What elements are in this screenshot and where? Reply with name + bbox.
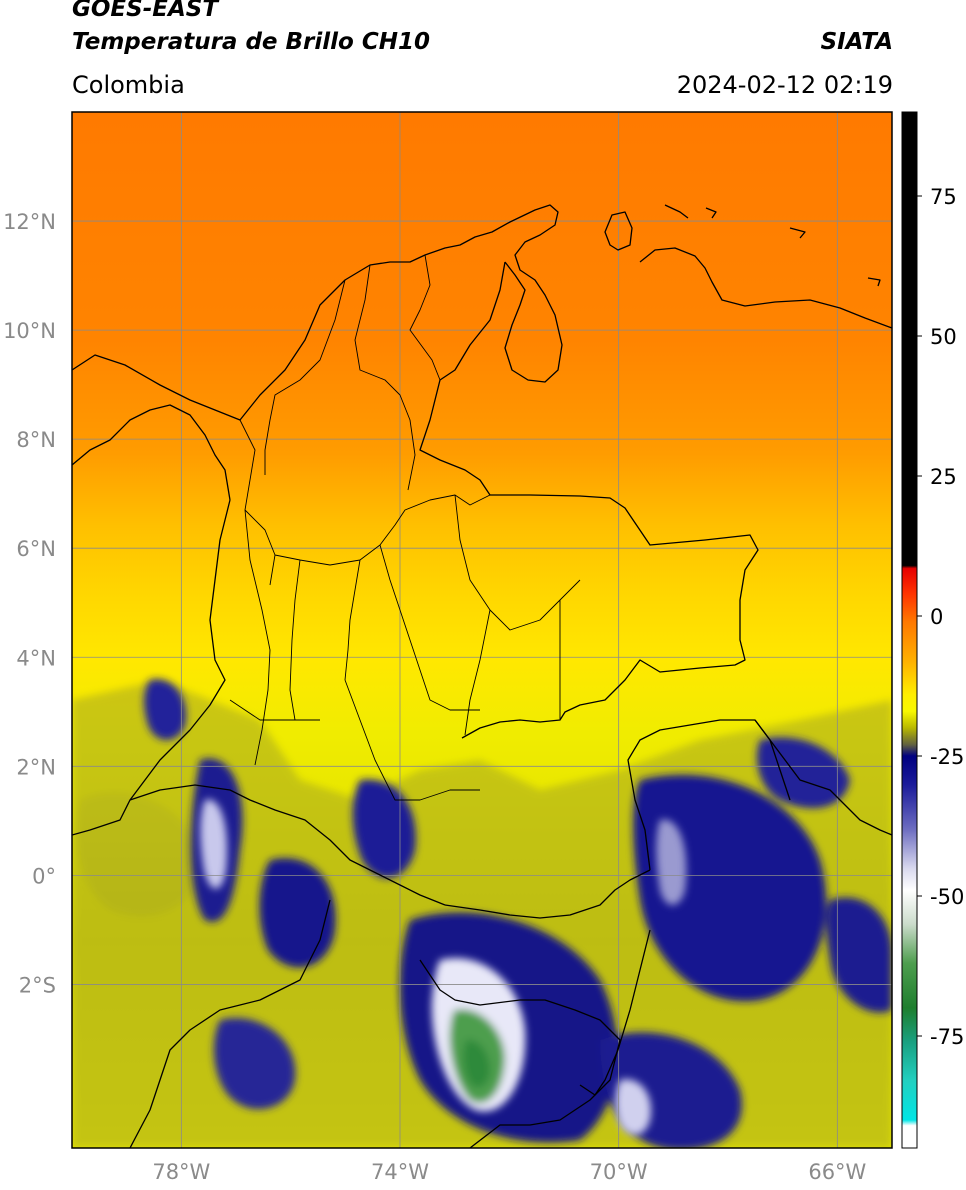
lon-tick-label: 70°W — [590, 1160, 648, 1184]
colorbar-tick-label: 25 — [930, 465, 957, 489]
colorbar-tick-label: 50 — [930, 325, 957, 349]
lat-tick-label: 8°N — [16, 428, 56, 452]
ecuador-peru-border — [129, 899, 331, 1148]
lat-tick-label: 0° — [32, 864, 56, 888]
brazil-colombia-border — [627, 719, 791, 871]
satellite-title: GOES-EAST — [72, 0, 219, 22]
lon-tick-label: 78°W — [152, 1160, 210, 1184]
pacific-coastline — [72, 499, 231, 836]
colorbar-tick-label: 75 — [930, 185, 957, 209]
amazon-peru-brazil — [419, 959, 621, 1148]
peru-colombia-border — [444, 869, 651, 919]
venezuela-coastline — [639, 247, 892, 329]
venezuela-border — [419, 261, 759, 739]
satellite-imagery — [72, 112, 892, 1148]
lat-tick-label: 12°N — [3, 210, 56, 234]
axis-labels: 12°N 10°N 8°N 6°N 4°N 2°N 0° 2°S 78°W 74°W 70°W 66°… — [3, 210, 866, 1184]
lon-tick-label: 66°W — [808, 1160, 866, 1184]
lat-tick-label: 6°N — [16, 537, 56, 561]
lat-tick-label: 10°N — [3, 319, 56, 343]
brazil-venezuela-border — [754, 719, 892, 836]
borders-and-coastlines — [72, 204, 892, 1148]
colorbar — [901, 111, 918, 1149]
colorbar-tick-label: 0 — [930, 605, 943, 629]
lat-tick-label: 2°S — [19, 973, 56, 997]
colorbar-tick-label: -25 — [930, 745, 964, 769]
colorbar-labels: 75 50 25 0 -25 -50 -75 — [917, 185, 964, 1049]
map-frame — [71, 111, 893, 1149]
coldest-cloud-cores — [200, 799, 687, 1135]
ecuador-colombia-border — [129, 784, 446, 906]
peru-brazil-border — [579, 929, 651, 1096]
colorbar-tick-label: -75 — [930, 1025, 964, 1049]
region-label: Colombia — [72, 71, 185, 99]
colorbar-tick-label: -50 — [930, 885, 964, 909]
product-title: Temperatura de Brillo CH10 — [72, 29, 430, 55]
department-boundaries — [229, 254, 581, 801]
datetime-label: 2024-02-12 02:19 — [676, 71, 893, 99]
aruba-curacao — [664, 204, 881, 287]
lat-tick-label: 4°N — [16, 646, 56, 670]
graticule — [72, 112, 892, 1148]
paraguana-peninsula — [604, 211, 633, 251]
lon-tick-label: 74°W — [371, 1160, 429, 1184]
caribbean-coastline — [72, 204, 563, 421]
lat-tick-label: 2°N — [16, 755, 56, 779]
panama-border — [72, 404, 231, 501]
organization-label: SIATA — [820, 29, 893, 55]
